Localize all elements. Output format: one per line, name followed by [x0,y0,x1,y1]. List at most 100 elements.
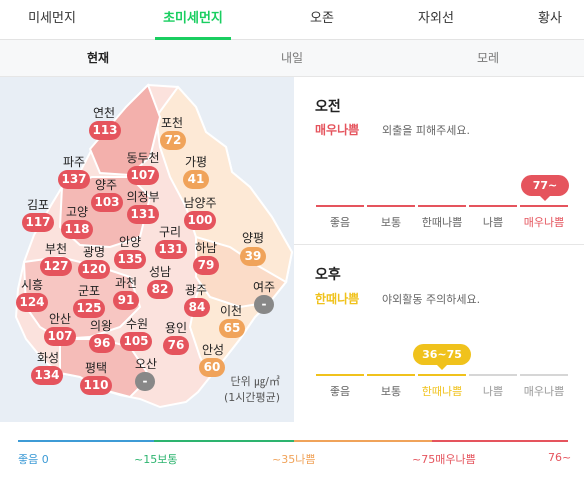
region-name: 시흥 [20,278,44,292]
region-name: 부천 [44,242,68,256]
region-name: 오산 [134,357,158,371]
legend-bar-very-bad [432,440,568,442]
region-value[interactable]: 117 [22,213,54,232]
level-bar [469,205,517,207]
region-value[interactable]: 76 [163,336,189,355]
tab-tomorrow[interactable]: 내일 [280,51,304,65]
morning-advice: 외출을 피해주세요. [382,124,470,137]
morning-status: 매우나쁨 [315,123,360,137]
region-value[interactable]: 134 [31,366,63,385]
level-label: 나쁨 [482,385,504,398]
region-name: 안산 [48,312,72,326]
region-value[interactable]: 91 [113,291,139,310]
region-name: 하남 [194,241,218,255]
region-value[interactable]: 124 [16,293,48,312]
region-name: 화성 [36,351,60,365]
region-name: 군포 [77,284,101,298]
legend-label: ~35나쁨 [272,453,316,466]
level-label-active: 한때나쁨 [421,385,463,398]
region-value[interactable]: 125 [73,299,105,318]
tab-ultrafine-dust[interactable]: 초미세먼지 [155,0,231,40]
unit-period: (1시간평균) [223,391,280,404]
legend-bar-normal [154,440,294,442]
region-name: 과천 [114,276,138,290]
region-value[interactable]: 107 [127,166,159,185]
region-name: 성남 [148,265,172,279]
region-value[interactable]: 107 [44,327,76,346]
region-value[interactable]: 65 [219,319,245,338]
level-bar [316,205,364,207]
region-name: 의왕 [89,319,113,333]
region-name: 남양주 [183,196,217,210]
region-name: 김포 [26,198,50,212]
tab-fine-dust[interactable]: 미세먼지 [28,11,76,26]
tab-now[interactable]: 현재 [86,51,110,65]
level-label: 좋음 [329,385,351,398]
tab-ozone[interactable]: 오존 [310,11,334,26]
region-name: 양평 [241,231,265,245]
region-value[interactable]: 39 [240,247,266,266]
region-value[interactable]: 131 [127,205,159,224]
region-name: 가평 [184,155,208,169]
morning-title: 오전 [315,99,341,115]
tab-yellow-dust[interactable]: 황사 [538,11,562,26]
region-value[interactable]: 84 [184,298,210,317]
region-value[interactable]: 103 [91,193,123,212]
region-value[interactable]: 131 [155,240,187,259]
region-name: 연천 [92,106,116,120]
region-name: 광주 [184,283,208,297]
region-value[interactable]: - [135,372,155,391]
legend-label: ~75매우나쁨 [412,453,476,466]
legend-label: 76~ [548,451,572,464]
level-label: 매우나쁨 [523,385,565,398]
region-value[interactable]: 118 [61,220,93,239]
afternoon-range-text: 36~75 [422,348,462,361]
region-value[interactable]: 60 [199,358,225,377]
day-tabs: 현재 내일 모레 [0,40,584,77]
level-bar [418,374,466,376]
pollutant-tabs: 미세먼지 초미세먼지 오존 자외선 황사 [0,0,584,40]
level-bar [418,205,466,207]
region-value[interactable]: 96 [89,334,115,353]
region-value[interactable]: 72 [160,131,186,150]
region-value[interactable]: 135 [114,250,146,269]
region-value[interactable]: 41 [183,170,209,189]
region-name: 여주 [252,280,276,294]
region-name: 용인 [164,321,188,335]
region-value[interactable]: 137 [58,170,90,189]
region-value[interactable]: - [254,295,274,314]
panel-divider [294,244,584,245]
region-value[interactable]: 110 [80,376,112,395]
region-name: 수원 [125,317,149,331]
legend-label: ~15보통 [134,453,178,466]
region-name: 동두천 [126,151,160,165]
region-name: 평택 [84,361,108,375]
level-bar [520,205,568,207]
region-value[interactable]: 113 [89,121,121,140]
region-value[interactable]: 105 [120,332,152,351]
level-bar [469,374,517,376]
region-name: 고양 [65,205,89,219]
region-name: 안양 [118,235,142,249]
gyeonggi-map: 연천 113 포천 72 파주 137 동두천 107 가평 41 양주 103… [0,77,294,422]
region-value[interactable]: 82 [147,280,173,299]
level-label: 나쁨 [482,216,504,229]
legend-bar-good [18,440,154,442]
region-name: 안성 [201,343,225,357]
morning-range-text: 77~ [532,179,558,192]
tab-uv[interactable]: 자외선 [418,11,454,26]
region-value[interactable]: 79 [193,256,219,275]
level-bar [316,374,364,376]
tab-day-after[interactable]: 모레 [476,51,500,65]
region-value[interactable]: 100 [184,211,216,230]
legend-label: 좋음 0 [18,453,49,466]
morning-range-bubble: 77~ [521,175,569,201]
region-name: 양주 [94,178,118,192]
region-value[interactable]: 127 [40,257,72,276]
level-label: 한때나쁨 [421,216,463,229]
region-value[interactable]: 120 [78,260,110,279]
unit-label: 단위 ㎍/㎥ [230,375,280,388]
afternoon-range-bubble: 36~75 [413,344,471,370]
afternoon-status: 한때나쁨 [315,292,360,306]
